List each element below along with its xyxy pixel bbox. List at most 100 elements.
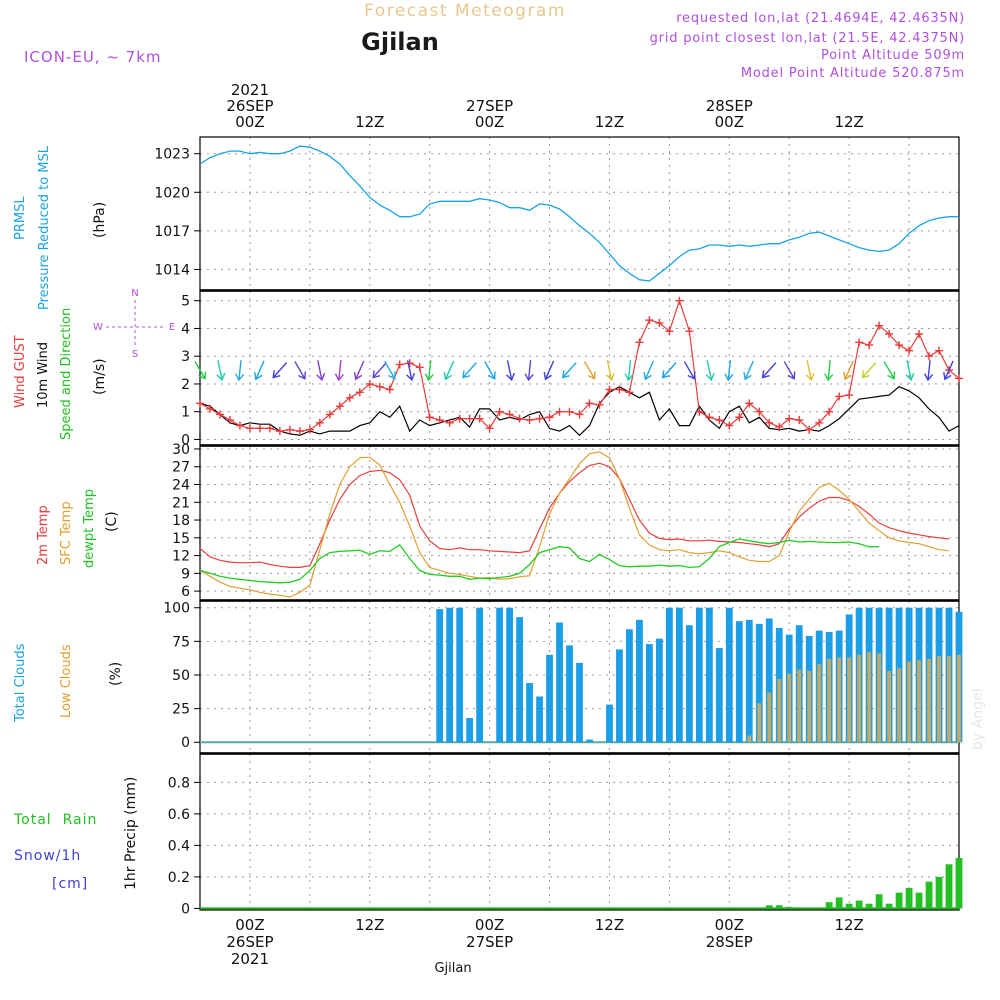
arrow-head — [316, 372, 326, 382]
low-clouds-bar — [837, 657, 842, 743]
gust-marker — [385, 385, 394, 394]
gust-marker — [795, 416, 804, 425]
snow-units: [cm] — [52, 876, 88, 892]
rain-bar — [785, 906, 793, 909]
arrow-head — [198, 371, 207, 380]
total-clouds-bar — [466, 718, 474, 743]
rain-bar — [915, 892, 923, 909]
watermark: by Angel — [970, 689, 986, 750]
gust-marker — [875, 321, 884, 330]
arrow-head — [334, 373, 344, 382]
arrow-shaft — [484, 361, 496, 380]
rain-bar — [855, 900, 863, 909]
arrow-shaft — [727, 360, 732, 381]
gust-marker — [765, 418, 774, 427]
wind-direction-arrow — [883, 361, 896, 380]
arrow-shaft — [927, 360, 931, 381]
gust-marker — [245, 424, 254, 433]
panel-wind: 0 1 2 3 4 5 — [181, 289, 960, 448]
arrow-shaft — [583, 361, 596, 380]
gust-marker — [485, 424, 494, 433]
low-clouds-bar — [777, 679, 782, 743]
gust-marker — [655, 318, 664, 327]
rain-bar — [955, 858, 963, 909]
bottom-axis-label: 00Z — [715, 916, 744, 934]
arrow-head — [272, 370, 281, 379]
total-clouds-bar — [446, 607, 454, 743]
gust-marker — [755, 407, 764, 416]
gust-marker — [285, 425, 294, 434]
gust-marker — [715, 416, 724, 425]
gust-marker — [515, 414, 524, 423]
low-clouds-bar — [857, 654, 862, 743]
rain-bar — [765, 905, 773, 909]
arrow-head — [905, 372, 915, 382]
arrow-shaft — [644, 360, 655, 380]
low-clouds-bar — [847, 657, 852, 743]
low-clouds-bar — [867, 652, 872, 743]
wind-direction-arrow — [843, 360, 854, 381]
precip-units: 1hr Precip (mm) — [123, 777, 139, 890]
low-clouds-label: Low Clouds — [59, 644, 74, 718]
gust-marker — [465, 414, 474, 423]
gust-marker — [535, 414, 544, 423]
total-clouds-bar — [725, 607, 733, 743]
top-axis-label: 00Z — [715, 113, 744, 131]
gust-marker — [575, 410, 584, 419]
total-clouds-bar — [476, 607, 484, 743]
wind-direction-arrow — [805, 360, 815, 382]
temp-tick-label: 21 — [172, 495, 190, 511]
temp-2m-label: 2m Temp — [36, 505, 51, 565]
panel-border — [199, 445, 960, 601]
precip-tick-label: 0.2 — [168, 870, 190, 886]
total-clouds-bar — [675, 607, 683, 743]
rain-bar — [875, 894, 883, 909]
wind-direction-arrow — [743, 360, 754, 381]
top-axis-label: 27SEP — [466, 97, 513, 115]
arrow-shaft — [783, 361, 795, 380]
top-axis-label: 00Z — [235, 113, 264, 131]
rain-bar — [935, 876, 943, 909]
temp-tick-label: 6 — [181, 584, 190, 600]
arrow-shaft — [844, 360, 854, 380]
arrow-head — [724, 373, 734, 382]
wind-direction-arrow — [661, 362, 677, 379]
wind-tick-label: 5 — [181, 294, 190, 310]
low-clouds-bar — [797, 669, 802, 743]
pressure-label-msl: Pressure Reduced to MSL — [37, 145, 52, 310]
gust-marker — [855, 338, 864, 347]
wind-direction-arrow — [294, 361, 307, 380]
bottom-axis-label: 28SEP — [706, 933, 753, 951]
arrow-head — [524, 373, 534, 382]
arrow-head — [424, 373, 434, 382]
gust-marker — [705, 413, 714, 422]
top-axis-label: 12Z — [355, 113, 384, 131]
gust-marker — [555, 407, 564, 416]
arrow-shaft — [627, 360, 632, 381]
wind-tick-label: 4 — [181, 321, 190, 337]
arrow-head — [543, 371, 552, 381]
clouds-tick-label: 0 — [181, 735, 190, 751]
arrow-head — [387, 371, 396, 380]
low-clouds-bar — [917, 660, 921, 743]
arrow-head — [887, 371, 896, 380]
temp-sfc-label: SFC Temp — [59, 501, 74, 565]
pressure-tick-label: 1014 — [154, 262, 190, 278]
wind-units: (m/s) — [92, 358, 108, 395]
arrow-shaft — [506, 360, 513, 381]
panel-frames: 1014101710201023012345691215182124273002… — [154, 136, 960, 917]
top-axis-label: 12Z — [595, 113, 624, 131]
gust-marker — [196, 399, 204, 408]
gust-marker — [915, 330, 924, 339]
wind-10m-label: 10m Wind — [36, 342, 51, 408]
gust-marker — [605, 385, 614, 394]
clouds-tick-label: 50 — [172, 668, 190, 684]
wind-direction-arrow — [605, 360, 615, 382]
arrow-shaft — [272, 362, 288, 378]
arrow-shaft — [662, 362, 677, 378]
panel-precip: 0 0.2 0.4 0.6 0.8 — [168, 752, 960, 917]
total-clouds-bar — [576, 662, 583, 743]
gust-marker — [235, 421, 244, 430]
wind-direction-arrow — [406, 360, 416, 382]
wind-10m-line — [199, 386, 960, 437]
